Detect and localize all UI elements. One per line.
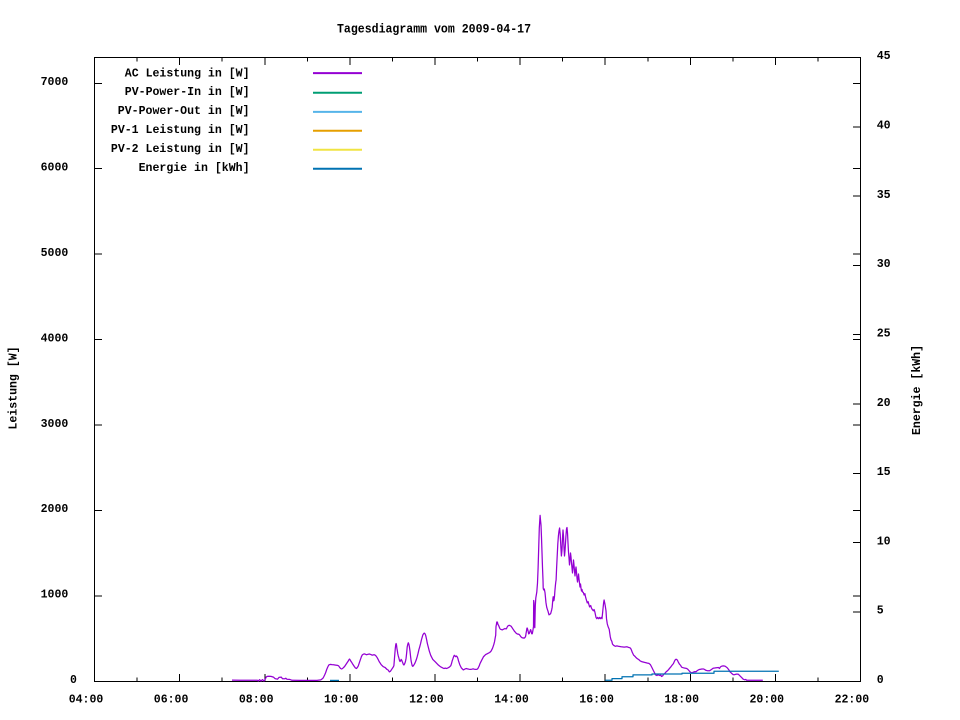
svg-text:Leistung [W]: Leistung [W] (7, 346, 21, 429)
svg-text:5: 5 (877, 604, 884, 618)
svg-text:PV-Power-Out in [W]: PV-Power-Out in [W] (118, 104, 250, 118)
svg-text:Tagesdiagramm vom 2009-04-17: Tagesdiagramm vom 2009-04-17 (337, 22, 531, 37)
svg-text:08:00: 08:00 (239, 693, 274, 707)
svg-text:1000: 1000 (41, 588, 69, 602)
svg-text:35: 35 (877, 188, 891, 202)
svg-text:6000: 6000 (41, 160, 69, 174)
svg-text:AC Leistung in [W]: AC Leistung in [W] (125, 66, 250, 80)
svg-text:14:00: 14:00 (494, 693, 529, 707)
svg-text:18:00: 18:00 (664, 693, 699, 707)
svg-text:06:00: 06:00 (154, 693, 189, 707)
svg-text:40: 40 (877, 119, 891, 133)
svg-text:PV-1 Leistung in [W]: PV-1 Leistung in [W] (111, 123, 250, 137)
svg-text:30: 30 (877, 257, 891, 271)
svg-text:7000: 7000 (41, 75, 69, 89)
svg-text:16:00: 16:00 (579, 693, 614, 707)
svg-text:2000: 2000 (41, 502, 69, 516)
svg-text:10: 10 (877, 534, 891, 548)
svg-text:25: 25 (877, 326, 891, 340)
svg-text:20:00: 20:00 (750, 693, 785, 707)
svg-text:Energie [kWh]: Energie [kWh] (910, 345, 924, 435)
svg-text:0: 0 (877, 673, 884, 687)
svg-text:20: 20 (877, 396, 891, 410)
svg-text:45: 45 (877, 49, 891, 63)
svg-text:Energie in [kWh]: Energie in [kWh] (139, 161, 250, 175)
svg-text:15: 15 (877, 465, 891, 479)
svg-text:3000: 3000 (41, 417, 69, 431)
svg-text:4000: 4000 (41, 331, 69, 345)
svg-text:22:00: 22:00 (835, 693, 870, 707)
svg-text:10:00: 10:00 (324, 693, 359, 707)
svg-text:04:00: 04:00 (69, 693, 104, 707)
svg-text:PV-2 Leistung in [W]: PV-2 Leistung in [W] (111, 142, 250, 156)
svg-text:5000: 5000 (41, 246, 69, 260)
svg-text:0: 0 (70, 673, 77, 687)
svg-text:12:00: 12:00 (409, 693, 444, 707)
svg-text:PV-Power-In in [W]: PV-Power-In in [W] (125, 85, 250, 99)
